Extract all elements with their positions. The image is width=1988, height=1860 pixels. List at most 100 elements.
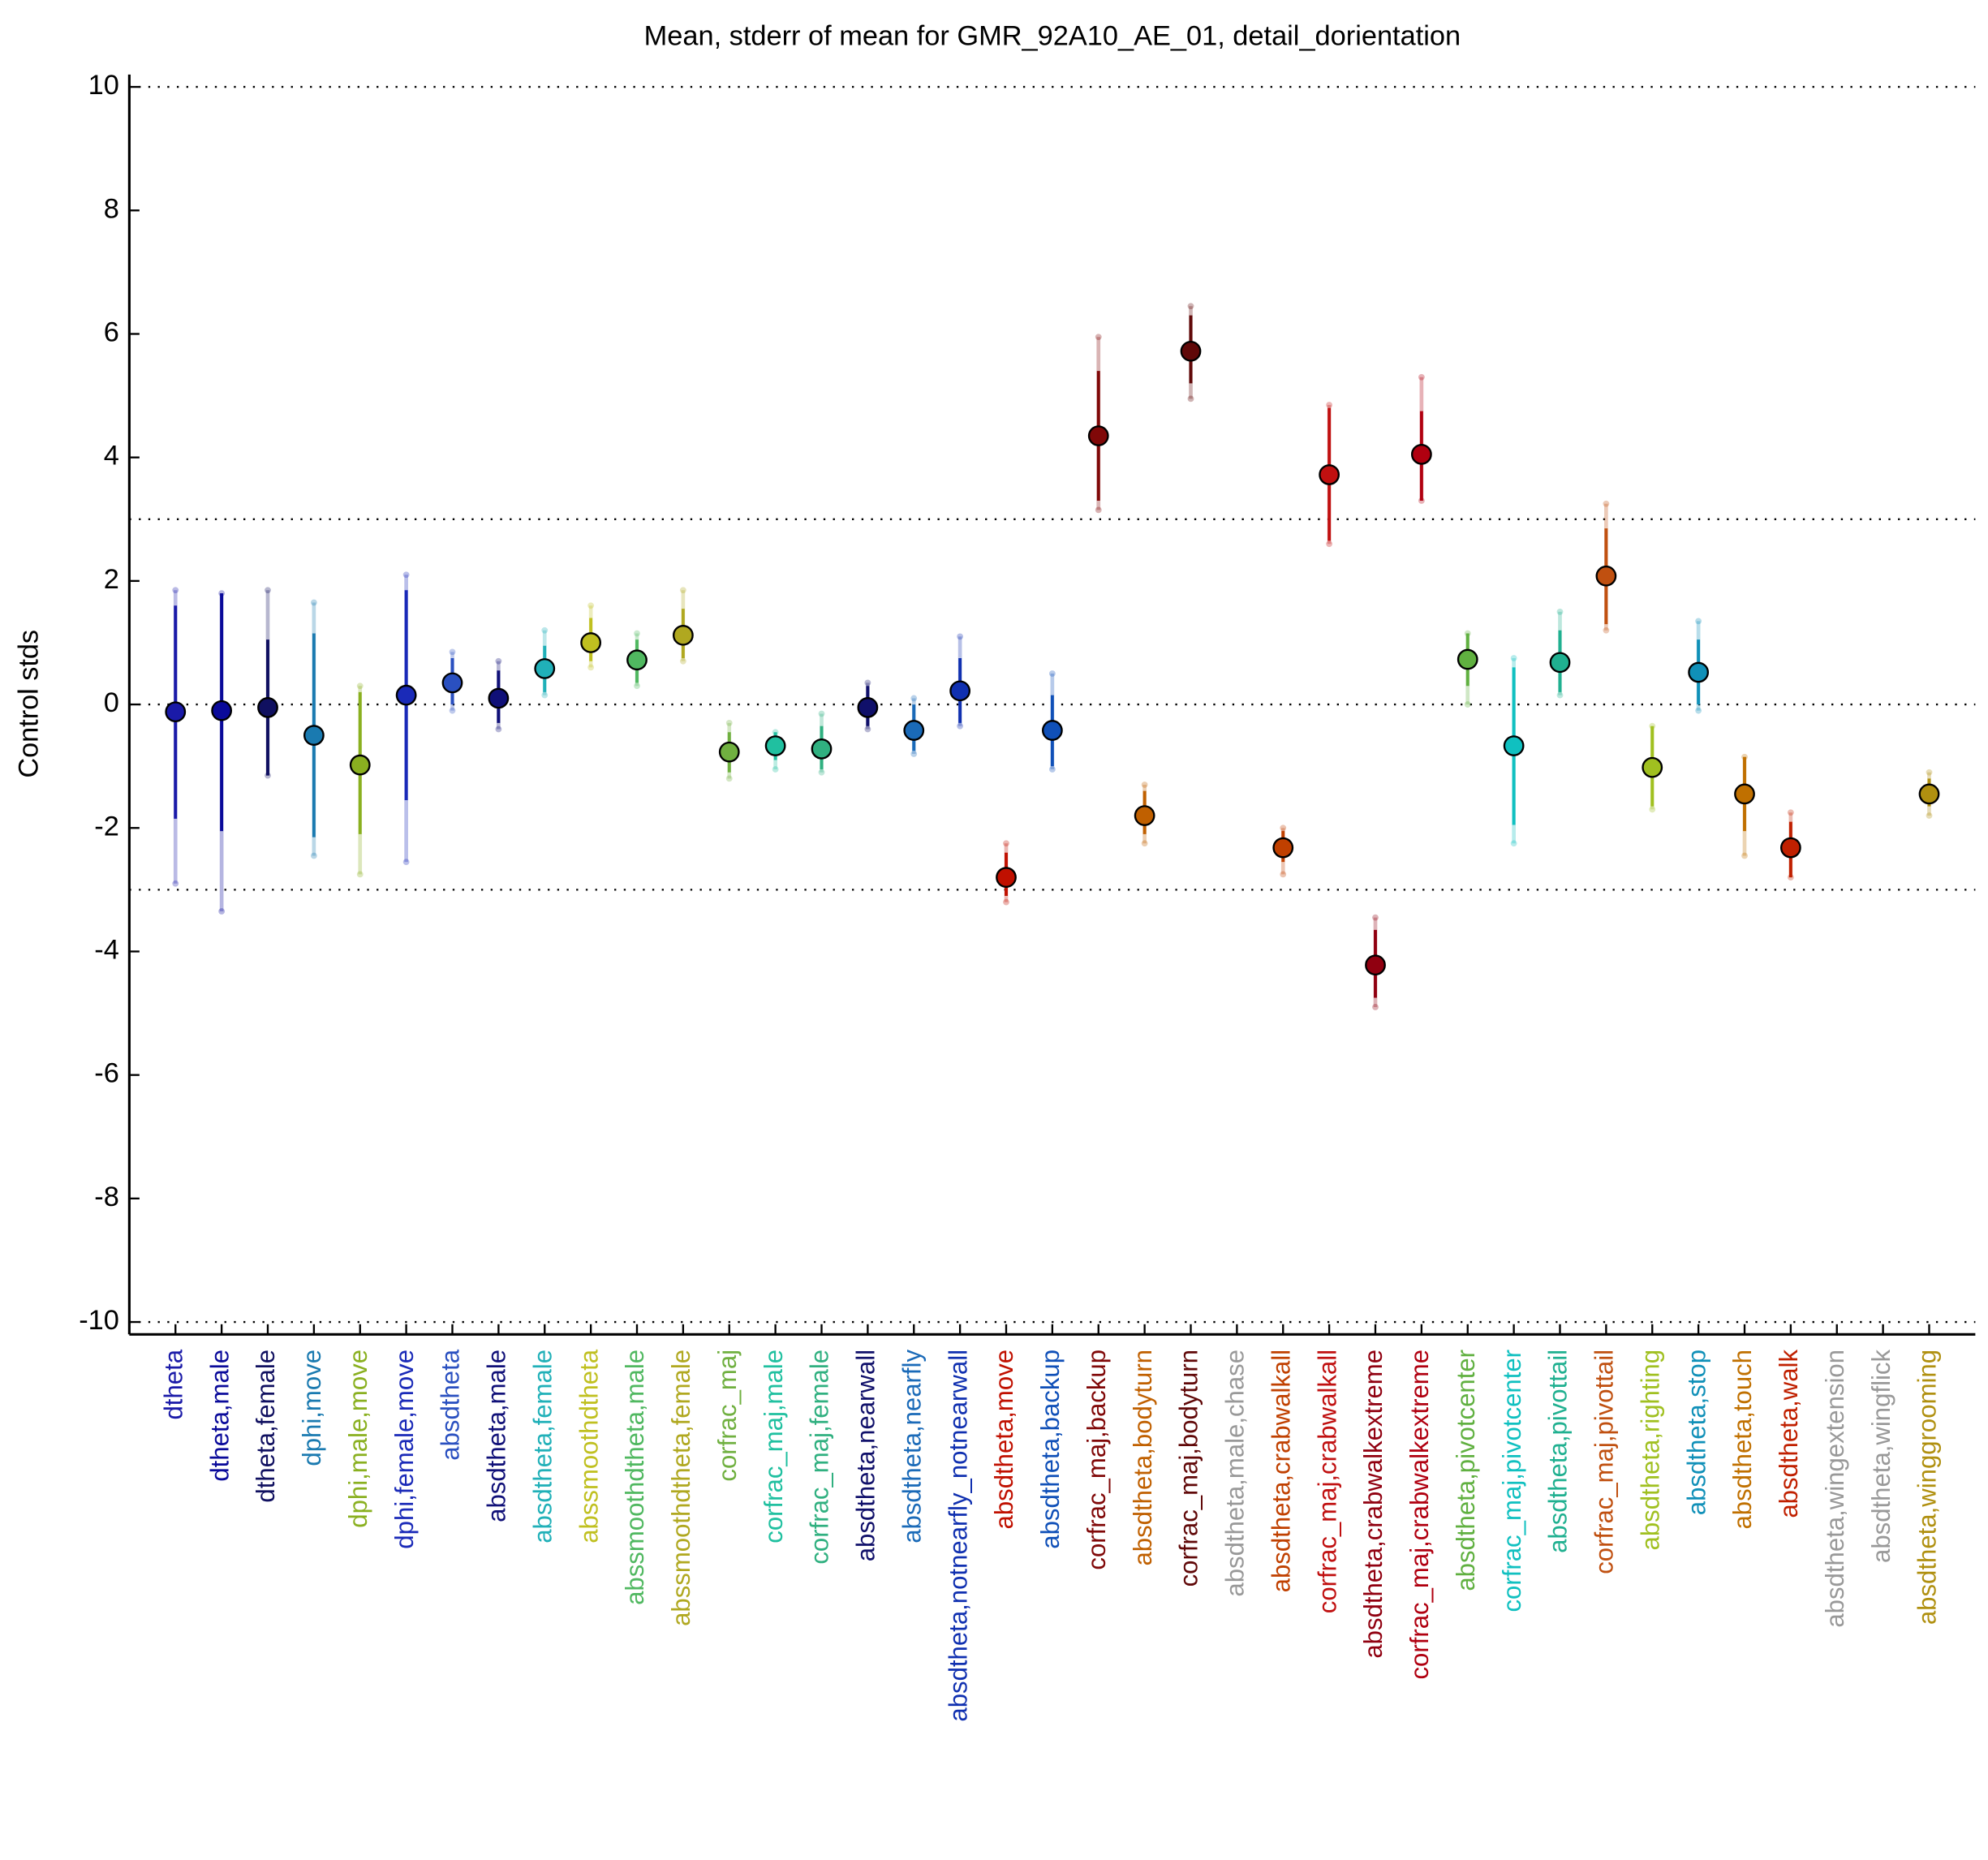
mean-marker (1180, 340, 1202, 362)
range-end (172, 880, 179, 887)
range-end (1048, 766, 1056, 773)
range-end (1556, 691, 1564, 699)
mean-marker (1041, 720, 1063, 741)
range-end (1187, 395, 1194, 403)
mean-marker (534, 658, 556, 679)
range-end (265, 587, 271, 594)
range-end (818, 769, 825, 776)
range-end (356, 871, 364, 878)
mean-marker (441, 672, 463, 694)
range-end (172, 587, 179, 594)
range-end (910, 751, 918, 757)
range-end (587, 602, 595, 609)
range-end (1280, 825, 1287, 832)
range-end (495, 657, 502, 665)
mean-marker (165, 701, 187, 723)
x-tick-label: absdtheta,touch (1728, 1350, 1757, 1530)
range-end (356, 682, 364, 690)
range-end (1510, 655, 1517, 661)
x-tick-label: absdtheta,stop (1682, 1350, 1710, 1515)
range-end (541, 691, 549, 699)
range-end (218, 908, 226, 915)
range-end (1280, 871, 1287, 878)
mean-marker (1365, 954, 1386, 976)
range-end (679, 587, 686, 594)
x-tick-label: absdtheta,move (990, 1350, 1018, 1530)
range-end (1187, 303, 1194, 310)
x-tick-label: absdtheta,nearwall (852, 1350, 880, 1561)
mean-marker (811, 738, 833, 760)
range-end (1326, 540, 1333, 548)
y-tick-label: 10 (88, 70, 119, 101)
mean-marker (626, 649, 648, 671)
range-end (1649, 806, 1656, 813)
range-end (818, 710, 825, 717)
y-tick-label: 6 (104, 317, 119, 348)
mean-marker (1319, 464, 1340, 485)
x-tick-label: dphi,move (298, 1350, 326, 1466)
range-end (1095, 334, 1102, 341)
x-tick-label: absdtheta,pivottail (1544, 1350, 1573, 1553)
range-end (864, 679, 871, 687)
range-end (1372, 914, 1379, 921)
x-tick-label: abssmoothdtheta (574, 1349, 603, 1544)
range-end (1141, 781, 1148, 788)
range-end (310, 599, 317, 606)
range-end (864, 725, 871, 733)
mean-marker (1087, 425, 1109, 446)
y-tick-label: 8 (104, 193, 119, 224)
mean-marker (1503, 735, 1525, 756)
mean-marker (349, 754, 371, 776)
x-tick-label: abssmoothdtheta,female (667, 1350, 695, 1626)
x-tick-label: absdtheta,winggrooming (1913, 1350, 1942, 1625)
x-tick-label: absdtheta,righting (1636, 1350, 1664, 1551)
y-tick-label: -6 (94, 1058, 119, 1089)
range-end (1603, 626, 1610, 634)
x-tick-label: corfrac_maj,bodyturn (1175, 1350, 1203, 1587)
range-end (1695, 618, 1702, 625)
x-tick-label: corfrac_maj,backup (1082, 1350, 1111, 1570)
range-end (1926, 812, 1933, 819)
range-end (587, 664, 595, 671)
mean-marker (257, 697, 278, 718)
x-tick-label: dtheta,male (205, 1350, 234, 1482)
x-tick-label: dtheta,female (252, 1350, 280, 1503)
range-end (1695, 707, 1702, 714)
mean-marker (211, 700, 233, 721)
mean-marker (903, 720, 925, 741)
range-end (1048, 670, 1056, 677)
mean-marker (1134, 805, 1155, 826)
mean-marker (395, 684, 417, 706)
range-end (1372, 1004, 1379, 1010)
x-tick-label: corfrac_maj,crabwalkall (1313, 1350, 1341, 1613)
x-tick-label: corfrac_maj,pivottail (1590, 1350, 1619, 1574)
x-tick-label: absdtheta,crabwalkall (1267, 1350, 1295, 1592)
range-end (541, 626, 549, 634)
y-tick-label: 4 (104, 441, 119, 471)
x-tick-label: absdtheta,crabwalkextreme (1359, 1350, 1388, 1659)
x-tick-label: absdtheta,walk (1775, 1350, 1803, 1518)
x-tick-label: absdtheta,nearfly (897, 1350, 926, 1544)
range-end (1003, 840, 1009, 847)
range-end (1556, 609, 1564, 615)
x-tick-label: absdtheta,wingflick (1867, 1350, 1895, 1563)
range-end (1418, 373, 1425, 381)
range-end (449, 648, 456, 656)
mean-marker (949, 680, 971, 702)
x-tick-label: absdtheta,backup (1036, 1350, 1065, 1549)
range-end (495, 725, 502, 733)
range-end (725, 775, 733, 782)
range-end (725, 720, 733, 726)
mean-marker (580, 632, 602, 653)
range-end (402, 571, 410, 579)
range-end (1510, 840, 1517, 847)
x-tick-label: corfrac_maj,female (806, 1350, 834, 1565)
range-end (772, 766, 779, 773)
mean-marker (1549, 652, 1571, 674)
x-tick-label: absdtheta,bodyturn (1129, 1350, 1157, 1566)
x-tick-label: corfrac_maj,pivotcenter (1498, 1350, 1526, 1612)
x-tick-label: dtheta (159, 1349, 187, 1419)
x-tick-label: absdtheta,notnearfly_notnearwall (944, 1350, 972, 1722)
y-tick-label: -8 (94, 1182, 119, 1212)
